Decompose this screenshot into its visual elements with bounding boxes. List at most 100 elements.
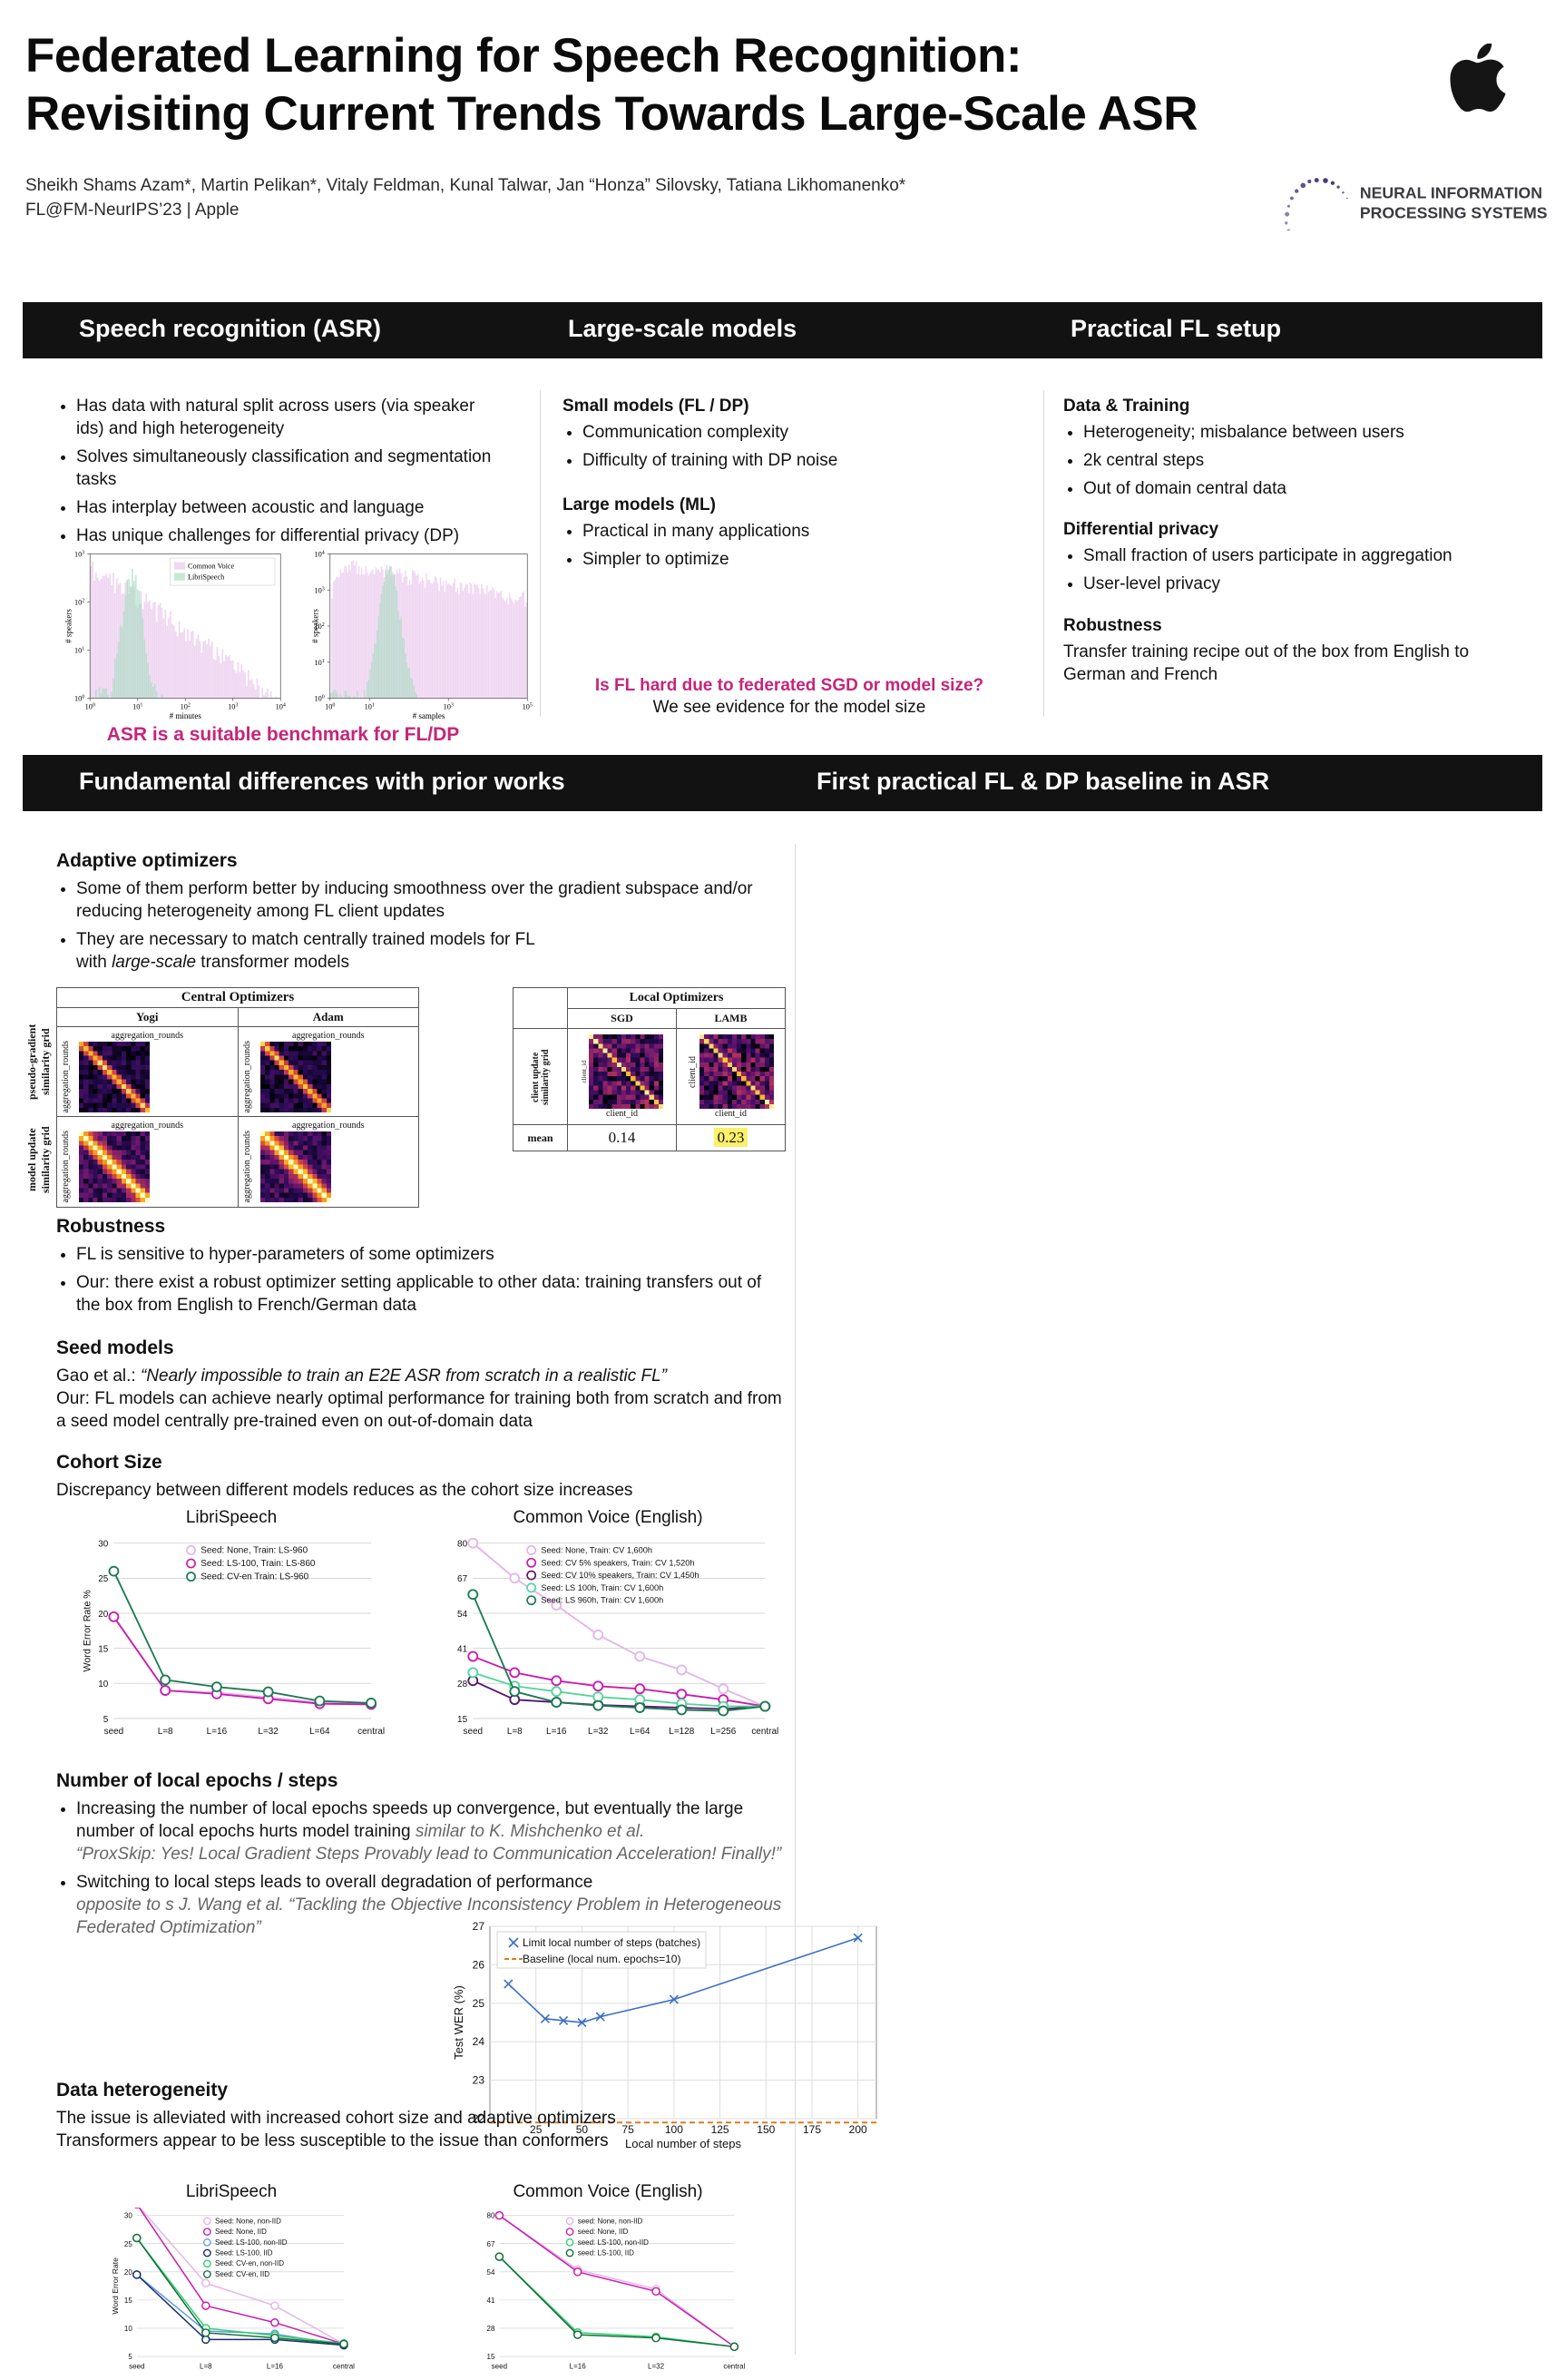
svg-text:LibriSpeech: LibriSpeech [188, 573, 225, 581]
svg-text:25: 25 [98, 1574, 109, 1584]
svg-text:103: 103 [444, 703, 454, 711]
svg-text:5: 5 [128, 2353, 132, 2361]
svg-text:central: central [333, 2363, 355, 2371]
svg-text:102: 102 [74, 599, 84, 607]
svg-text:105: 105 [523, 703, 533, 711]
svg-text:seed: None, IID: seed: None, IID [578, 2228, 629, 2236]
svg-text:L=8: L=8 [507, 1727, 523, 1737]
svg-text:L=8: L=8 [158, 1727, 173, 1737]
svg-text:seed: LS-100, IID: seed: LS-100, IID [578, 2248, 634, 2257]
svg-text:28: 28 [457, 1680, 468, 1690]
svg-text:100: 100 [74, 695, 84, 703]
svg-text:L=64: L=64 [309, 1727, 330, 1737]
svg-text:100: 100 [315, 695, 325, 703]
svg-text:54: 54 [487, 2268, 495, 2277]
svg-text:67: 67 [487, 2240, 495, 2248]
svg-text:101: 101 [315, 659, 325, 667]
svg-text:Seed: None, Train: CV 1,600h: Seed: None, Train: CV 1,600h [541, 1546, 652, 1555]
svg-text:67: 67 [457, 1574, 468, 1584]
svg-text:seed: seed [492, 2363, 507, 2371]
svg-text:L=16: L=16 [546, 1727, 567, 1737]
svg-text:30: 30 [98, 1540, 109, 1550]
svg-text:Seed: None, Train: LS-960: Seed: None, Train: LS-960 [201, 1546, 308, 1556]
svg-text:# minutes: # minutes [170, 711, 202, 720]
svg-text:104: 104 [276, 703, 286, 711]
svg-text:# speakers: # speakers [64, 609, 73, 643]
svg-text:27: 27 [473, 1920, 485, 1933]
svg-text:41: 41 [457, 1644, 468, 1654]
svg-text:103: 103 [315, 586, 325, 594]
svg-text:54: 54 [457, 1610, 468, 1620]
svg-text:L=128: L=128 [669, 1727, 694, 1737]
svg-text:central: central [751, 1727, 778, 1737]
svg-text:L=16: L=16 [570, 2363, 587, 2371]
svg-text:28: 28 [487, 2325, 495, 2333]
svg-text:25: 25 [473, 1997, 485, 2010]
svg-text:25: 25 [124, 2240, 132, 2248]
svg-text:L=16: L=16 [207, 1727, 228, 1737]
svg-text:# samples: # samples [413, 711, 445, 720]
svg-text:Seed: CV-en, non-IID: Seed: CV-en, non-IID [215, 2259, 284, 2267]
svg-text:L=16: L=16 [267, 2363, 284, 2371]
svg-text:41: 41 [487, 2297, 495, 2305]
svg-text:20: 20 [124, 2268, 132, 2277]
svg-text:5: 5 [103, 1715, 109, 1725]
svg-text:103: 103 [74, 551, 84, 559]
svg-text:15: 15 [457, 1715, 468, 1725]
svg-text:30: 30 [124, 2212, 132, 2220]
svg-text:seed: seed [129, 2363, 144, 2371]
svg-text:Word Error Rate %: Word Error Rate % [82, 1590, 93, 1672]
svg-text:80: 80 [487, 2212, 495, 2220]
svg-text:Word Error Rate: Word Error Rate [111, 2258, 120, 2315]
svg-text:103: 103 [228, 703, 238, 711]
svg-text:101: 101 [365, 703, 375, 711]
svg-text:200: 200 [849, 2123, 867, 2136]
svg-text:seed: None, non-IID: seed: None, non-IID [578, 2217, 643, 2225]
svg-text:Seed: CV 10% speakers, Train:: Seed: CV 10% speakers, Train: CV 1,450h [541, 1571, 699, 1580]
svg-text:seed: LS-100, non-IID: seed: LS-100, non-IID [578, 2238, 649, 2247]
svg-text:# speakers: # speakers [310, 609, 319, 643]
svg-text:15: 15 [124, 2297, 132, 2305]
svg-text:Seed: LS 960h, Train: CV 1,600: Seed: LS 960h, Train: CV 1,600h [541, 1596, 663, 1605]
svg-text:central: central [357, 1727, 385, 1737]
svg-text:Seed: CV 5% speakers, Train: C: Seed: CV 5% speakers, Train: CV 1,520h [541, 1558, 694, 1567]
svg-text:L=8: L=8 [200, 2363, 212, 2371]
svg-text:Baseline (local num. epochs=10: Baseline (local num. epochs=10) [523, 1953, 680, 1965]
svg-text:L=256: L=256 [710, 1727, 736, 1737]
svg-text:L=64: L=64 [630, 1727, 650, 1737]
svg-text:Seed: LS-100, non-IID: Seed: LS-100, non-IID [215, 2238, 288, 2247]
svg-text:101: 101 [74, 646, 84, 654]
svg-text:L=32: L=32 [648, 2363, 665, 2371]
svg-text:central: central [723, 2363, 745, 2371]
svg-text:Seed: None, IID: Seed: None, IID [215, 2228, 267, 2236]
svg-text:L=32: L=32 [258, 1727, 279, 1737]
svg-text:24: 24 [473, 2035, 485, 2048]
svg-text:175: 175 [803, 2123, 821, 2136]
svg-text:102: 102 [181, 703, 191, 711]
svg-text:Seed: LS-100, Train: LS-860: Seed: LS-100, Train: LS-860 [201, 1559, 316, 1569]
svg-text:seed: seed [104, 1727, 124, 1737]
svg-text:10: 10 [124, 2325, 132, 2333]
svg-text:Seed: LS 100h, Train: CV 1,600: Seed: LS 100h, Train: CV 1,600h [541, 1583, 663, 1592]
svg-text:10: 10 [98, 1680, 109, 1690]
svg-text:seed: seed [463, 1727, 483, 1737]
svg-text:20: 20 [98, 1610, 109, 1620]
svg-text:L=32: L=32 [588, 1727, 609, 1737]
svg-text:Common Voice: Common Voice [188, 562, 235, 570]
svg-text:101: 101 [132, 703, 142, 711]
svg-text:Test WER (%): Test WER (%) [454, 1985, 465, 2060]
svg-text:PROCESSING SYSTEMS: PROCESSING SYSTEMS [1360, 204, 1548, 222]
svg-text:Limit local number of steps (b: Limit local number of steps (batches) [523, 1936, 700, 1949]
svg-text:Seed: CV-en Train: LS-960: Seed: CV-en Train: LS-960 [201, 1572, 308, 1582]
svg-text:26: 26 [473, 1958, 485, 1971]
svg-text:Seed: None, non-IID: Seed: None, non-IID [215, 2217, 281, 2225]
svg-text:15: 15 [487, 2353, 495, 2361]
svg-text:100: 100 [85, 703, 95, 711]
svg-text:100: 100 [325, 703, 335, 711]
svg-text:Seed: LS-100, IID: Seed: LS-100, IID [215, 2248, 273, 2257]
svg-text:104: 104 [315, 551, 325, 559]
svg-text:NEURAL INFORMATION: NEURAL INFORMATION [1360, 183, 1542, 201]
svg-text:Seed: CV-en, IID: Seed: CV-en, IID [215, 2270, 269, 2278]
svg-text:15: 15 [98, 1644, 109, 1654]
svg-text:80: 80 [457, 1540, 468, 1550]
